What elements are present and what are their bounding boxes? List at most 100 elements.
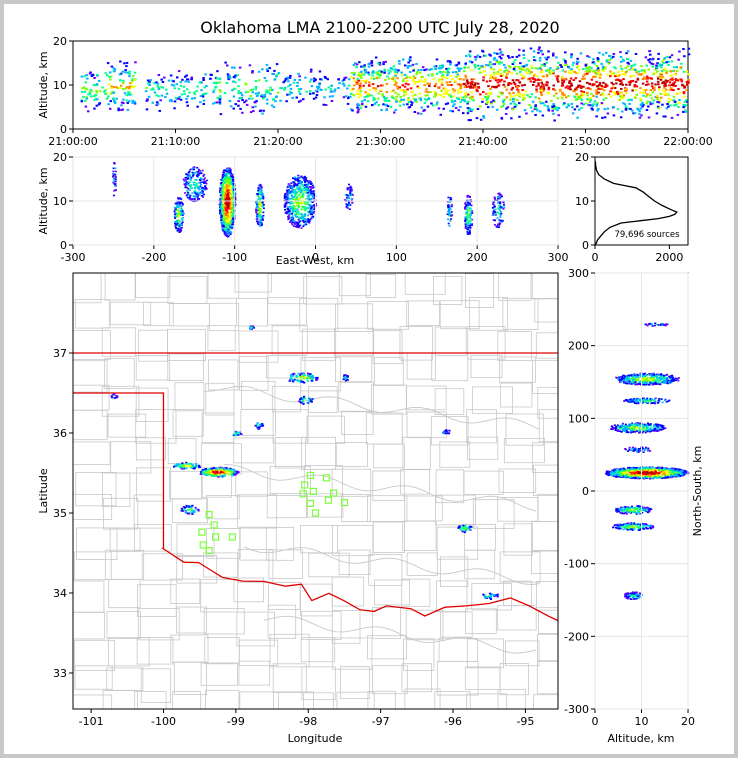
plan-view-source xyxy=(186,506,190,508)
time-height-source xyxy=(108,83,111,86)
east-west-source xyxy=(300,188,303,190)
east-west-source xyxy=(232,180,235,183)
east-west-source xyxy=(256,221,259,223)
east-west-source xyxy=(295,183,298,186)
east-west-source xyxy=(174,215,177,217)
time-height-source xyxy=(120,109,123,111)
plan-view-source xyxy=(220,468,223,471)
time-height-source xyxy=(352,64,356,67)
time-height-source xyxy=(214,101,217,104)
east-west-source xyxy=(295,211,298,213)
time-height-source xyxy=(540,87,544,90)
east-west-source xyxy=(200,188,203,190)
east-west-source xyxy=(344,194,347,196)
time-height-source xyxy=(425,68,428,71)
time-height-source xyxy=(556,77,559,80)
time-height-source xyxy=(504,113,508,115)
county-boundary xyxy=(440,556,469,588)
east-west-source xyxy=(201,181,204,183)
east-west-source xyxy=(113,162,116,164)
time-height-source xyxy=(95,83,99,86)
time-height-source xyxy=(589,88,592,91)
time-height-source xyxy=(593,62,596,65)
time-height-source xyxy=(584,70,588,73)
east-west-source xyxy=(309,213,312,216)
plan-view-source xyxy=(311,398,314,400)
time-height-source xyxy=(660,69,664,72)
east-west-source xyxy=(176,215,179,218)
east-west-source xyxy=(496,211,499,213)
time-height-source xyxy=(646,93,649,96)
time-height-source xyxy=(158,109,161,112)
plan-view-source xyxy=(307,399,311,401)
time-height-source xyxy=(394,68,398,71)
time-height-source xyxy=(521,94,525,96)
county-boundary xyxy=(340,410,374,435)
time-height-source xyxy=(218,81,222,84)
east-west-source xyxy=(181,217,183,220)
time-height-source xyxy=(515,55,519,58)
east-west-source xyxy=(294,184,297,186)
time-height-source xyxy=(309,92,312,95)
time-height-source xyxy=(434,82,438,85)
time-height-source xyxy=(645,102,648,105)
county-boundary xyxy=(331,468,372,497)
east-west-source xyxy=(447,207,450,210)
plan-view-source xyxy=(192,467,195,470)
time-height-source xyxy=(199,101,202,104)
time-height-source xyxy=(507,84,510,87)
time-height-source xyxy=(393,80,396,83)
time-height-source xyxy=(665,92,668,95)
time-height-source xyxy=(80,100,84,103)
time-height-source xyxy=(625,52,628,55)
figure-title: Oklahoma LMA 2100-2200 UTC July 28, 2020 xyxy=(200,18,559,37)
time-height-source xyxy=(403,85,407,88)
east-west-source xyxy=(350,189,353,191)
time-height-source xyxy=(251,91,254,94)
time-height-source xyxy=(232,80,235,83)
time-height-source xyxy=(615,82,618,85)
time-height-source xyxy=(496,72,499,75)
time-height-source xyxy=(567,103,570,106)
time-height-source xyxy=(269,86,272,89)
east-west-source xyxy=(495,226,498,228)
county-boundary xyxy=(372,607,402,639)
time-height-source xyxy=(193,93,197,96)
county-boundary xyxy=(238,660,270,686)
time-height-source xyxy=(129,93,133,96)
county-boundary xyxy=(467,325,506,360)
time-height-source xyxy=(457,109,460,112)
plan-view-source xyxy=(233,470,236,473)
east-west-source xyxy=(311,210,314,213)
time-height-source xyxy=(232,87,236,90)
time-height-source xyxy=(442,87,445,90)
time-height-source xyxy=(218,102,222,105)
east-west-source xyxy=(186,196,189,199)
east-west-source xyxy=(464,206,467,208)
time-height-source xyxy=(190,78,193,81)
east-west-source xyxy=(292,209,295,211)
county-boundary xyxy=(497,331,532,361)
east-west-source xyxy=(311,212,314,214)
time-height-source xyxy=(466,102,469,105)
east-west-source xyxy=(226,223,229,225)
time-height-source xyxy=(534,67,538,70)
plan-view-source xyxy=(213,471,217,473)
east-west-source xyxy=(307,196,310,198)
east-west-source xyxy=(205,188,208,190)
county-boundary xyxy=(533,464,558,496)
time-height-source xyxy=(683,100,687,103)
east-west-source xyxy=(223,225,225,228)
time-height-source xyxy=(110,87,114,90)
time-height-source xyxy=(395,71,399,74)
east-west-source xyxy=(493,219,496,221)
time-height-source xyxy=(621,83,624,86)
time-height-source xyxy=(498,55,501,58)
time-height-source xyxy=(671,77,674,80)
time-height-source xyxy=(265,79,268,82)
time-height-source xyxy=(356,103,360,106)
time-height-source xyxy=(664,115,667,118)
time-height-source xyxy=(543,63,546,65)
time-height-source xyxy=(200,89,203,92)
county-boundary xyxy=(401,663,432,693)
